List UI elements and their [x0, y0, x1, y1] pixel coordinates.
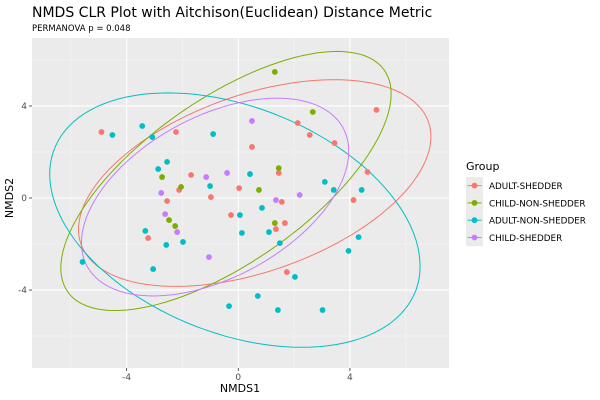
- point-adult-shedder: [283, 269, 290, 275]
- chart-title: NMDS CLR Plot with Aitchison(Euclidean) …: [32, 5, 432, 21]
- point-adult-non-shedder: [139, 123, 146, 129]
- point-adult-shedder: [249, 144, 255, 150]
- point-child-shedder: [158, 190, 165, 196]
- point-adult-non-shedder: [330, 187, 337, 193]
- point-adult-non-shedder: [79, 259, 86, 265]
- x-tick-label: -4: [122, 373, 131, 383]
- point-child-shedder: [203, 174, 210, 180]
- point-child-non-shedder: [271, 69, 278, 75]
- legend-key-point: [471, 217, 478, 224]
- point-child-shedder: [296, 192, 303, 198]
- point-adult-non-shedder: [254, 293, 261, 299]
- point-adult-shedder: [188, 172, 194, 178]
- point-child-shedder: [174, 229, 181, 235]
- point-child-shedder: [162, 211, 169, 218]
- point-adult-non-shedder: [321, 178, 328, 185]
- ellipse-child-shedder: [80, 97, 350, 297]
- point-adult-non-shedder: [142, 227, 149, 234]
- point-adult-non-shedder: [163, 242, 170, 248]
- point-adult-non-shedder: [109, 132, 116, 138]
- point-adult-shedder: [164, 198, 170, 204]
- point-adult-non-shedder: [247, 171, 253, 177]
- legend-label: CHILD-SHEDDER: [489, 234, 562, 244]
- point-adult-shedder: [331, 140, 338, 146]
- legend-key-point: [471, 200, 478, 206]
- legend-key-point: [471, 234, 478, 241]
- axis-ticks: -4 0 4 -4 0 4: [18, 102, 353, 383]
- x-axis-label: NMDS1: [220, 382, 260, 395]
- point-adult-non-shedder: [149, 134, 156, 140]
- point-child-non-shedder: [309, 109, 316, 115]
- point-adult-shedder: [278, 199, 285, 205]
- point-adult-shedder: [294, 120, 301, 126]
- point-child-shedder: [273, 197, 279, 203]
- point-adult-non-shedder: [345, 248, 352, 254]
- point-adult-non-shedder: [276, 240, 283, 246]
- point-adult-non-shedder: [355, 234, 362, 241]
- point-adult-non-shedder: [237, 212, 243, 218]
- point-adult-shedder: [208, 194, 214, 200]
- point-adult-non-shedder: [292, 274, 298, 280]
- point-adult-shedder: [173, 129, 179, 135]
- point-adult-non-shedder: [266, 229, 272, 235]
- point-child-shedder: [249, 118, 255, 124]
- point-child-non-shedder: [256, 187, 262, 193]
- y-tick-label: 4: [21, 102, 27, 112]
- point-child-non-shedder: [271, 220, 278, 226]
- point-adult-shedder: [98, 129, 105, 135]
- ellipse-adult-shedder: [77, 79, 432, 287]
- point-adult-non-shedder: [358, 187, 365, 193]
- point-adult-shedder: [373, 106, 380, 113]
- legend-key-point: [471, 182, 478, 189]
- point-adult-shedder: [236, 185, 243, 192]
- point-adult-shedder: [275, 170, 282, 176]
- x-tick-label: 4: [347, 373, 353, 383]
- point-adult-non-shedder: [164, 158, 170, 165]
- chart-subtitle: PERMANOVA p = 0.048: [32, 24, 131, 34]
- point-adult-shedder: [273, 226, 279, 232]
- x-tick-label: 0: [235, 373, 241, 383]
- point-adult-non-shedder: [210, 131, 217, 137]
- legend-title: Group: [466, 160, 500, 173]
- ellipses: [49, 50, 432, 348]
- y-tick-label: -4: [18, 286, 27, 296]
- point-adult-non-shedder: [150, 266, 157, 272]
- point-adult-shedder: [281, 220, 288, 226]
- y-axis-label: NMDS2: [3, 178, 16, 218]
- ellipse-child-non-shedder: [60, 50, 392, 312]
- point-adult-shedder: [364, 169, 371, 175]
- plot-panel: [32, 38, 449, 368]
- point-adult-shedder: [228, 212, 234, 218]
- y-tick-label: 0: [21, 194, 27, 204]
- point-child-non-shedder: [178, 184, 184, 190]
- points: [79, 69, 380, 313]
- point-adult-non-shedder: [207, 183, 213, 189]
- ellipse-adult-non-shedder: [49, 92, 421, 348]
- point-child-non-shedder: [159, 174, 165, 180]
- point-adult-non-shedder: [226, 303, 232, 310]
- point-child-shedder: [224, 170, 231, 176]
- point-adult-non-shedder: [155, 166, 162, 172]
- point-adult-non-shedder: [180, 239, 186, 245]
- point-child-shedder: [206, 254, 212, 261]
- point-adult-non-shedder: [319, 307, 326, 313]
- point-child-non-shedder: [172, 223, 179, 229]
- point-adult-shedder: [145, 235, 152, 241]
- point-child-non-shedder: [275, 165, 282, 171]
- legend-label: ADULT-NON-SHEDDER: [489, 217, 586, 227]
- point-adult-shedder: [350, 197, 357, 203]
- legend-label: CHILD-NON-SHEDDER: [489, 199, 585, 209]
- legend: Group ADULT-SHEDDER CHILD-NON-SHEDDER ADUL…: [466, 160, 586, 247]
- point-child-non-shedder: [166, 217, 172, 223]
- point-adult-non-shedder: [275, 307, 281, 313]
- point-adult-non-shedder: [238, 230, 245, 236]
- point-adult-shedder: [306, 132, 313, 138]
- point-adult-non-shedder: [259, 204, 265, 211]
- legend-label: ADULT-SHEDDER: [489, 182, 563, 192]
